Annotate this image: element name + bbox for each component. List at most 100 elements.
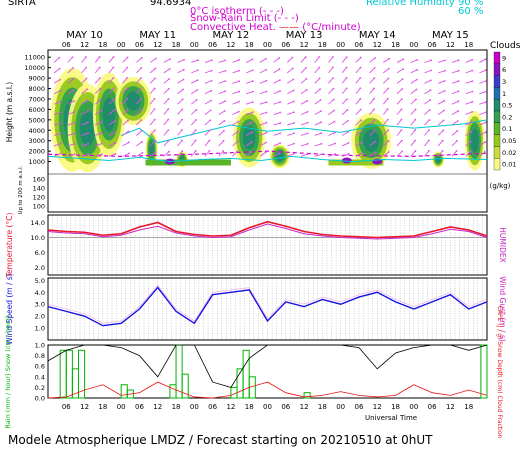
wind-arrow	[232, 140, 239, 147]
wind-arrow	[191, 79, 198, 84]
wind-arrow-head	[154, 77, 156, 80]
wind-arrow-head	[73, 132, 76, 135]
wind-arrow	[204, 119, 211, 126]
wind-arrow-head	[100, 131, 103, 134]
wind-arrow	[53, 68, 60, 74]
wind-arrow	[108, 98, 115, 105]
colorbar-unit: (g/kg)	[490, 182, 511, 190]
wind-arrow	[81, 56, 87, 63]
wind-arrow-head	[181, 150, 184, 153]
wind-arrow-head	[374, 57, 376, 59]
colorbar-swatch	[493, 51, 501, 64]
wind-arrow	[300, 67, 307, 74]
wind-ylabel: Wind Speed (m / s)	[5, 273, 14, 345]
wind-arrow-head	[400, 139, 403, 142]
colorbar-swatch	[493, 99, 501, 112]
wind-arrow-head	[167, 129, 170, 131]
wind-arrow-head	[139, 97, 142, 100]
wind-arrow-head	[114, 131, 116, 133]
wind-arrow	[383, 140, 389, 147]
wind-arrow-head	[208, 149, 211, 152]
wind-arrow-head	[86, 88, 88, 91]
wind-arrow	[314, 121, 322, 126]
wind-arrow	[328, 99, 335, 105]
temperature-ytick: 2.0	[35, 264, 45, 272]
wind-arrow-head	[153, 108, 156, 111]
colorbar-swatch	[493, 110, 501, 123]
wind-arrow-head	[320, 121, 323, 124]
wind-arrow-head	[279, 100, 282, 103]
wind-arrow	[314, 110, 322, 116]
wind-arrow	[218, 120, 225, 126]
rain-ylabel: Rain (mm / hour) Snow (cm / hour)	[4, 315, 12, 428]
wind-arrow-head	[345, 56, 348, 59]
wind-arrow-head	[194, 129, 197, 131]
snow-rain-legend: Snow-Rain Limit (- - -)	[190, 13, 299, 24]
cloud-ytick-low: 160	[33, 176, 45, 184]
isotherm-legend: 0°C isotherm (- - -)	[190, 6, 284, 17]
rain-ytick: 0.4	[35, 373, 45, 381]
wind-arrow-head	[236, 140, 239, 143]
wind-arrow	[300, 100, 308, 105]
wind-arrow	[383, 129, 389, 136]
hour-label-bottom: 06	[281, 403, 290, 411]
wind-arrow-head	[141, 151, 144, 154]
cloud-ytick-low: 100	[33, 203, 45, 211]
wind-arrow-head	[456, 130, 459, 132]
cloud-ytick: 9000	[28, 75, 45, 83]
wind-arrow	[437, 150, 443, 157]
wind-arrow-head	[237, 120, 240, 123]
wind-arrow	[81, 99, 88, 105]
wind-arrow-head	[430, 69, 432, 72]
wind-arrow-head	[455, 140, 458, 142]
wind-arrow-head	[195, 98, 198, 101]
wind-arrow	[424, 140, 430, 147]
hour-label-bottom: 12	[300, 403, 309, 411]
wind-arrow-head	[414, 129, 417, 131]
wind-arrow	[355, 67, 361, 74]
wind-arrow-head	[98, 66, 101, 69]
wind-arrow-head	[441, 149, 444, 152]
wind-arrow	[53, 132, 61, 136]
wind-arrow	[437, 120, 444, 126]
wind-arrow	[122, 120, 129, 126]
wind-arrow	[218, 59, 226, 63]
wind-arrow-head	[73, 111, 76, 113]
wind-arrow	[53, 79, 61, 84]
wind-arrow	[245, 131, 253, 136]
colorbar-tick: 3	[502, 78, 506, 86]
wind-arrow	[451, 59, 459, 63]
wind-arrow-head	[238, 59, 240, 61]
rh-contour	[120, 119, 488, 144]
wind-arrow	[465, 91, 473, 95]
wind-arrow	[108, 109, 115, 115]
wind-arrow-head	[306, 153, 309, 155]
wind-arrow-head	[333, 109, 336, 112]
wind-arrow-head	[346, 98, 348, 100]
wind-arrow-head	[238, 80, 241, 83]
wind-arrow-head	[485, 80, 487, 82]
wind-arrow-head	[99, 87, 102, 90]
wind-ytick: 4.0	[35, 289, 45, 297]
wind-arrow-head	[73, 142, 76, 145]
wind-arrow-head	[305, 67, 307, 69]
wind-arrow-head	[112, 66, 115, 69]
wind-arrow	[163, 78, 170, 84]
wind-arrow	[204, 110, 211, 115]
wind-arrow	[259, 152, 266, 157]
wind-arrow	[191, 69, 198, 74]
wind-arrow	[177, 79, 184, 84]
wind-arrow	[232, 101, 240, 105]
wind-arrow-head	[333, 120, 336, 123]
wind-arrow-head	[386, 97, 389, 100]
wind-arrow	[341, 77, 347, 84]
wind-arrow-head	[141, 140, 143, 143]
wind-arrow-head	[140, 129, 143, 132]
day-label-top: MAY 14	[359, 30, 396, 41]
wind-arrow-head	[265, 90, 268, 93]
wind-arrow-head	[442, 129, 444, 132]
wind-arrow	[382, 98, 389, 105]
wind-arrow	[328, 153, 336, 157]
wind-arrow-head	[374, 151, 377, 154]
wind-arrow	[204, 150, 210, 157]
